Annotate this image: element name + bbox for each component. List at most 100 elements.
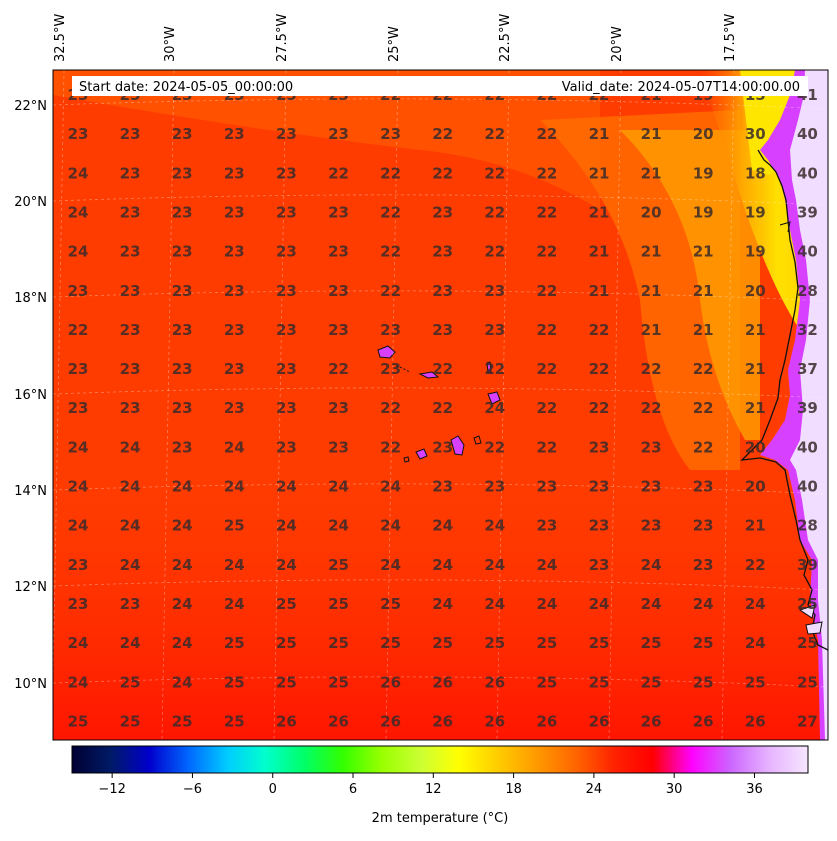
parallel-line xyxy=(53,387,828,399)
grid-value: 24 xyxy=(120,438,141,456)
grid-value: 26 xyxy=(380,673,401,691)
grid-value: 25 xyxy=(328,556,349,574)
grid-value: 24 xyxy=(641,556,662,574)
grid-value: 40 xyxy=(797,125,818,143)
grid-value: 23 xyxy=(120,125,141,143)
grid-value: 22 xyxy=(536,438,557,456)
header-box xyxy=(72,76,808,96)
grid-value: 25 xyxy=(224,712,245,730)
grid-value: 23 xyxy=(68,282,89,300)
grid-value: 25 xyxy=(224,634,245,652)
island-brava xyxy=(403,456,410,463)
grid-value: 21 xyxy=(641,164,662,182)
grid-value: 23 xyxy=(589,478,610,496)
colorbar-tick-label: 30 xyxy=(666,782,683,797)
grid-value: 23 xyxy=(536,478,557,496)
longitude-label: 27.5°W xyxy=(275,14,290,62)
grid-value: 21 xyxy=(693,282,714,300)
grid-value: 24 xyxy=(224,595,245,613)
grid-value: 23 xyxy=(276,399,297,417)
grid-value: 22 xyxy=(589,360,610,378)
island-santo-antao xyxy=(377,345,396,359)
grid-value: 23 xyxy=(172,164,193,182)
grid-value: 22 xyxy=(432,360,453,378)
island-small-chain xyxy=(395,365,411,373)
grid-value: 21 xyxy=(641,321,662,339)
grid-value: 40 xyxy=(797,243,818,261)
latitude-label: 16°N xyxy=(14,388,47,403)
grid-value: 23 xyxy=(328,321,349,339)
grid-value: 40 xyxy=(797,438,818,456)
grid-value: 22 xyxy=(432,125,453,143)
grid-value: 23 xyxy=(693,478,714,496)
meridian-line xyxy=(273,70,287,740)
grid-value: 22 xyxy=(589,321,610,339)
longitude-label: 20°W xyxy=(610,26,625,62)
colorbar-ticks: −12 −6 0 6 12 18 24 30 36 xyxy=(98,773,763,797)
grid-value: 21 xyxy=(641,125,662,143)
grid-value: 22 xyxy=(536,125,557,143)
grid-value: 23 xyxy=(276,360,297,378)
grid-value: 24 xyxy=(68,203,89,221)
coastline-island-1 xyxy=(798,604,816,619)
grid-value: 23 xyxy=(380,321,401,339)
grid-value: 19 xyxy=(745,203,766,221)
grid-value: 25 xyxy=(224,673,245,691)
grid-value: 22 xyxy=(484,125,505,143)
grid-value: 24 xyxy=(224,478,245,496)
parallel-line xyxy=(53,483,828,495)
meridian-line xyxy=(385,70,399,740)
grid-value: 23 xyxy=(589,438,610,456)
longitude-label: 17.5°W xyxy=(723,14,738,62)
grid-value: 26 xyxy=(641,712,662,730)
grid-value: 25 xyxy=(120,673,141,691)
grid-value: 24 xyxy=(693,595,714,613)
grid-value: 23 xyxy=(172,360,193,378)
grid-value: 25 xyxy=(68,712,89,730)
grid-value: 23 xyxy=(120,282,141,300)
grid-value: 22 xyxy=(641,360,662,378)
grid-value: 22 xyxy=(68,321,89,339)
grid-value: 23 xyxy=(276,243,297,261)
grid-value: 24 xyxy=(172,634,193,652)
grid-value: 23 xyxy=(68,556,89,574)
grid-value: 26 xyxy=(693,712,714,730)
grid-value: 21 xyxy=(693,321,714,339)
grid-value: 24 xyxy=(120,634,141,652)
grid-value: 24 xyxy=(68,438,89,456)
grid-value: 28 xyxy=(797,517,818,535)
grid-value: 24 xyxy=(224,438,245,456)
grid-value: 24 xyxy=(68,634,89,652)
grid-value: 22 xyxy=(484,360,505,378)
grid-value-labels: 2323232323232222222222211915412323232323… xyxy=(68,86,818,730)
grid-value: 23 xyxy=(693,517,714,535)
island-fogo xyxy=(415,448,428,460)
coastline-island-2 xyxy=(805,621,823,635)
grid-value: 25 xyxy=(797,634,818,652)
grid-value: 23 xyxy=(484,478,505,496)
grid-value: 23 xyxy=(224,321,245,339)
colorbar-tick-label: −6 xyxy=(183,782,202,797)
grid-value: 22 xyxy=(536,321,557,339)
grid-value: 26 xyxy=(432,712,453,730)
field-north-patch xyxy=(53,70,600,210)
grid-value: 23 xyxy=(432,321,453,339)
grid-value: 24 xyxy=(172,673,193,691)
latitude-label: 14°N xyxy=(14,484,47,499)
grid-value: 25 xyxy=(797,595,818,613)
grid-value: 40 xyxy=(797,478,818,496)
start-date-text: Start date: 2024-05-05_00:00:00 xyxy=(79,80,293,95)
grid-value: 26 xyxy=(589,712,610,730)
grid-value: 39 xyxy=(797,399,818,417)
grid-value: 23 xyxy=(224,203,245,221)
grid-value: 39 xyxy=(797,556,818,574)
colorbar-tick-label: 12 xyxy=(425,782,442,797)
grid-value: 25 xyxy=(328,634,349,652)
parallel-line xyxy=(53,98,828,110)
grid-value: 24 xyxy=(120,478,141,496)
grid-value: 23 xyxy=(432,282,453,300)
grid-value: 22 xyxy=(536,399,557,417)
grid-value: 24 xyxy=(68,517,89,535)
latitude-labels: 22°N 20°N 18°N 16°N 14°N 12°N 10°N xyxy=(14,99,47,692)
grid-value: 24 xyxy=(120,556,141,574)
